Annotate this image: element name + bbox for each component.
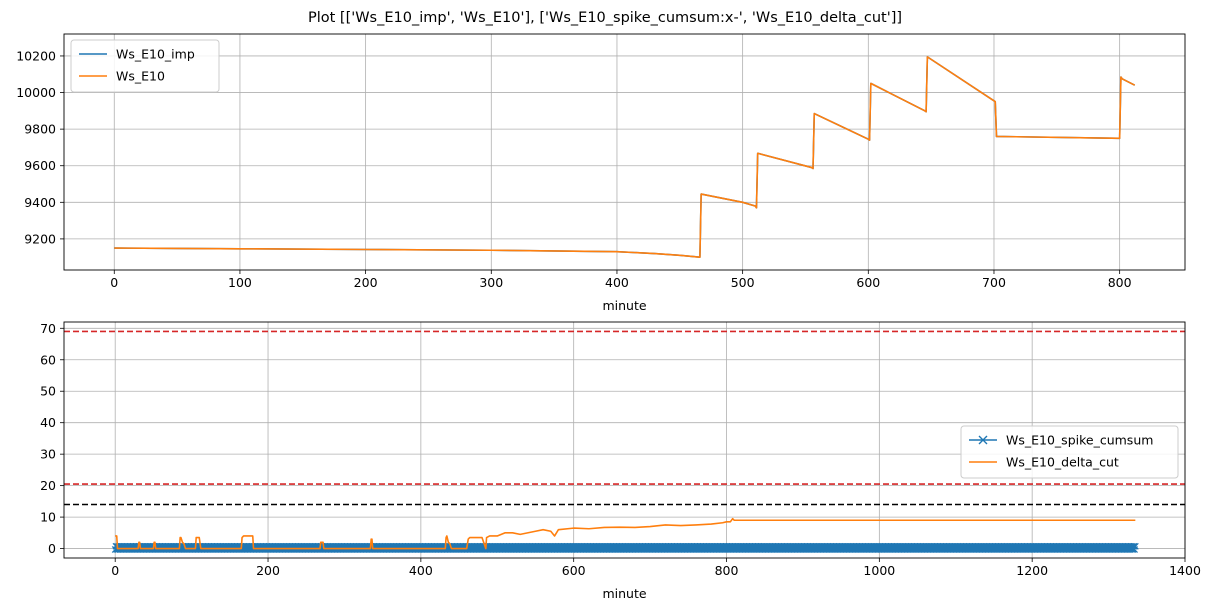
bottom-legend-box — [960, 425, 1179, 479]
top-y-tick-label: 10000 — [16, 85, 56, 100]
top-chart-frame — [63, 33, 1186, 271]
top-chart-grid — [64, 34, 1185, 270]
bottom-x-tick-label: 1400 — [1169, 563, 1201, 578]
bottom-chart-grid — [64, 322, 1186, 558]
top-legend-box — [70, 39, 220, 93]
top-x-tick-label: 0 — [110, 275, 118, 290]
top-x-tick-label: 800 — [1108, 275, 1132, 290]
legend-label-ws-e10-spike-cumsum: Ws_E10_spike_cumsum — [1006, 433, 1153, 448]
top-y-tick-label: 9800 — [24, 122, 56, 137]
bottom-x-tick-label: 400 — [409, 563, 433, 578]
top-chart-ticks: 0 100 200 300 400 500 600 700 800 9200 9400 9600 980… — [16, 48, 1131, 290]
bottom-y-tick-label: 20 — [40, 478, 56, 493]
top-y-tick-label: 9200 — [24, 231, 56, 246]
bottom-chart-series — [111, 517, 1139, 553]
top-x-tick-label: 200 — [354, 275, 378, 290]
series-line-ws-e10-imp — [114, 56, 1136, 258]
bottom-x-tick-label: 0 — [111, 563, 119, 578]
bottom-x-tick-label: 800 — [715, 563, 739, 578]
top-chart-series — [114, 56, 1136, 258]
top-x-tick-label: 700 — [982, 275, 1006, 290]
bottom-chart-frame — [63, 321, 1186, 559]
top-x-tick-label: 500 — [731, 275, 755, 290]
top-y-tick-label: 9600 — [24, 158, 56, 173]
bottom-y-tick-label: 60 — [40, 352, 56, 367]
legend-label-ws-e10-imp: Ws_E10_imp — [116, 47, 195, 62]
figure-title: Plot [['Ws_E10_imp', 'Ws_E10'], ['Ws_E10… — [308, 10, 902, 26]
bottom-y-tick-label: 0 — [48, 541, 56, 556]
top-chart-x-axis-label: minute — [602, 298, 646, 313]
top-x-tick-label: 600 — [856, 275, 880, 290]
legend-label-ws-e10: Ws_E10 — [116, 69, 165, 84]
series-line-ws-e10 — [114, 56, 1136, 258]
bottom-x-tick-label: 1200 — [1016, 563, 1048, 578]
bottom-y-tick-label: 50 — [40, 384, 56, 399]
bottom-chart-x-axis-label: minute — [602, 586, 646, 601]
bottom-y-tick-label: 30 — [40, 447, 56, 462]
bottom-chart-ticks: 0 200 400 600 800 1000 1200 1400 0 10 20 30 40 50 60 70 — [40, 321, 1201, 578]
top-chart-legend: Ws_E10_imp Ws_E10 — [70, 39, 220, 93]
top-x-tick-label: 300 — [479, 275, 503, 290]
bottom-y-tick-label: 70 — [40, 321, 56, 336]
top-x-tick-label: 400 — [605, 275, 629, 290]
bottom-y-tick-label: 10 — [40, 510, 56, 525]
legend-label-ws-e10-delta-cut: Ws_E10_delta_cut — [1006, 455, 1119, 470]
series-line-ws-e10-delta-cut — [115, 517, 1136, 550]
top-chart: 0 100 200 300 400 500 600 700 800 9200 9400 9600 980… — [16, 33, 1186, 313]
series-markers-ws-e10-spike-cumsum — [111, 542, 1139, 553]
bottom-chart-reference-lines — [64, 330, 1185, 506]
bottom-chart-legend: Ws_E10_spike_cumsum Ws_E10_delta_cut — [960, 425, 1179, 479]
bottom-chart: 0 200 400 600 800 1000 1200 1400 0 10 20 30 40 50 60 70… — [40, 321, 1201, 601]
legend-marker-ws-e10-spike-cumsum — [978, 435, 988, 445]
bottom-x-tick-label: 1000 — [863, 563, 895, 578]
top-y-tick-label: 10200 — [16, 48, 56, 63]
top-y-tick-label: 9400 — [24, 195, 56, 210]
bottom-x-tick-label: 200 — [256, 563, 280, 578]
bottom-x-tick-label: 600 — [562, 563, 586, 578]
bottom-y-tick-label: 40 — [40, 415, 56, 430]
top-x-tick-label: 100 — [228, 275, 252, 290]
